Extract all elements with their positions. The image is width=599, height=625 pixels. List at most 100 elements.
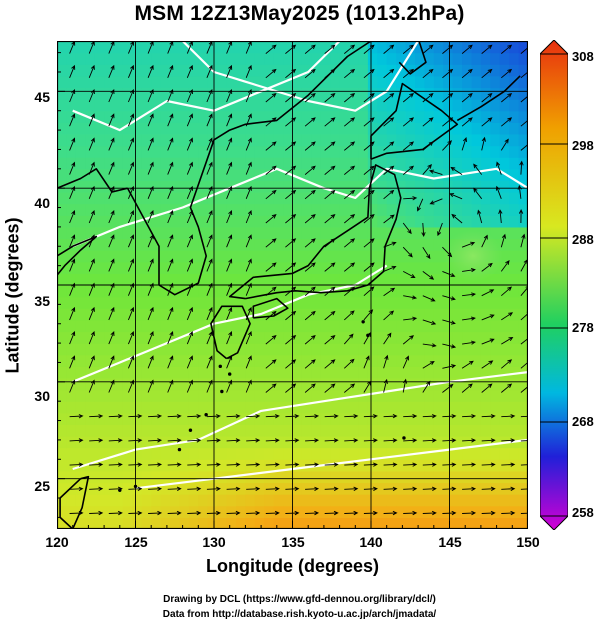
wind-arrow (108, 306, 115, 321)
wind-arrow (69, 137, 76, 151)
x-tick-label: 145 (438, 534, 462, 550)
wind-arrow (481, 414, 496, 419)
wind-arrow (226, 510, 241, 516)
wind-arrow (108, 258, 115, 272)
wind-arrow (128, 438, 143, 443)
wind-arrow (343, 358, 355, 369)
wind-arrow (363, 331, 372, 345)
wind-arrow (245, 331, 252, 345)
wind-arrow (108, 438, 123, 443)
wind-arrow (304, 335, 316, 345)
wind-arrow (304, 68, 316, 79)
wind-arrow (383, 241, 397, 248)
wind-arrow (206, 355, 213, 369)
wind-arrow (500, 138, 509, 151)
coastline (57, 235, 98, 276)
wind-arrow (324, 141, 336, 151)
wind-arrow (226, 486, 241, 491)
wind-arrow (383, 510, 398, 516)
wind-arrow (481, 338, 495, 345)
wind-arrow (69, 486, 84, 491)
wind-arrow (422, 68, 434, 79)
wind-arrow (206, 258, 213, 272)
wind-arrow (127, 64, 135, 78)
wind-arrow (428, 169, 443, 176)
wind-arrow (402, 165, 415, 175)
wind-arrow (305, 486, 320, 491)
wind-arrow (520, 360, 528, 369)
wind-arrow (206, 210, 213, 224)
wind-arrow (246, 462, 261, 467)
wind-arrow (422, 462, 437, 467)
wind-arrow (344, 141, 356, 151)
wind-arrow (108, 137, 115, 151)
wind-arrow (88, 137, 95, 151)
coastline (210, 305, 251, 360)
wind-arrow (148, 510, 163, 516)
wind-arrow (442, 383, 454, 393)
wind-arrow (265, 189, 277, 200)
wind-arrow (265, 44, 277, 54)
wind-arrow (501, 462, 516, 467)
wind-arrow (520, 336, 528, 345)
wind-arrow (520, 233, 526, 248)
wind-arrow (422, 141, 434, 151)
wind-arrow (128, 414, 143, 419)
wind-arrow (501, 414, 516, 419)
wind-arrow (500, 233, 507, 248)
island (402, 436, 406, 440)
map-title: MSM 12Z13May2025 (1013.2hPa) (134, 2, 465, 25)
wind-arrow (147, 210, 154, 224)
wind-arrow (285, 414, 300, 419)
wind-arrow (128, 462, 143, 467)
x-tick-label: 120 (45, 534, 69, 550)
coastline (57, 168, 128, 193)
wind-arrow (324, 189, 336, 200)
wind-arrow (462, 462, 477, 467)
wind-arrow (501, 359, 513, 369)
wind-arrow (285, 462, 300, 467)
wind-arrow (422, 360, 435, 369)
wind-arrow (442, 246, 453, 258)
x-tick-label: 125 (124, 534, 148, 550)
wind-arrow (206, 414, 221, 419)
wind-arrow (344, 510, 359, 516)
wind-arrow (147, 161, 154, 175)
credit-line-drawing: Drawing by DCL (https://www.gfd-dennou.o… (163, 594, 436, 605)
wind-arrow (383, 265, 397, 272)
wind-arrow (89, 510, 104, 516)
wind-arrow (481, 93, 493, 103)
wind-arrow (88, 258, 95, 272)
wind-arrow (69, 414, 84, 419)
colorbar-tick-label: 298 (572, 138, 594, 153)
wind-arrow (383, 117, 395, 127)
wind-arrow (422, 93, 434, 103)
wind-arrow (481, 462, 496, 467)
wind-arrow (520, 384, 528, 393)
wind-arrow (498, 209, 503, 224)
wind-arrow (416, 198, 424, 212)
wind-arrow (127, 306, 135, 321)
wind-arrow (305, 414, 320, 419)
wind-arrow (501, 438, 516, 443)
wind-arrow (127, 210, 135, 224)
wind-arrow (265, 486, 280, 491)
wind-arrow (344, 214, 356, 224)
wind-arrow (501, 336, 514, 345)
wind-arrow (226, 161, 233, 175)
wind-arrow (343, 333, 354, 345)
wind-arrow (108, 510, 123, 516)
colorbar-tick-label: 288 (572, 232, 594, 247)
wind-arrow (186, 64, 193, 78)
wind-arrow (206, 113, 213, 127)
wind-arrow (147, 306, 154, 321)
colorbar-gradient (539, 39, 569, 531)
wind-arrow (245, 64, 252, 78)
island (188, 428, 193, 432)
wind-arrow (186, 113, 193, 127)
wind-arrow (422, 44, 434, 54)
wind-arrow (245, 234, 252, 248)
wind-arrow (167, 161, 174, 175)
wind-arrow (226, 210, 233, 224)
wind-arrow (402, 141, 415, 151)
